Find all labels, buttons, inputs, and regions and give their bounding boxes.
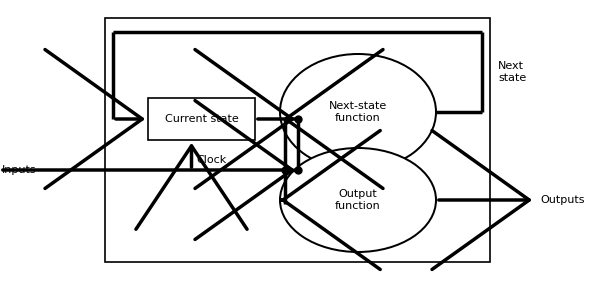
Ellipse shape xyxy=(280,148,436,252)
Text: Inputs: Inputs xyxy=(2,165,37,175)
Ellipse shape xyxy=(280,54,436,170)
Text: Current state: Current state xyxy=(165,114,238,124)
Text: Next-state
function: Next-state function xyxy=(329,101,387,123)
Text: Outputs: Outputs xyxy=(540,195,585,205)
Text: Next
state: Next state xyxy=(498,61,527,83)
Text: Clock: Clock xyxy=(196,155,227,165)
Bar xyxy=(148,98,255,140)
Bar xyxy=(105,18,490,262)
Text: Output
function: Output function xyxy=(335,189,381,211)
